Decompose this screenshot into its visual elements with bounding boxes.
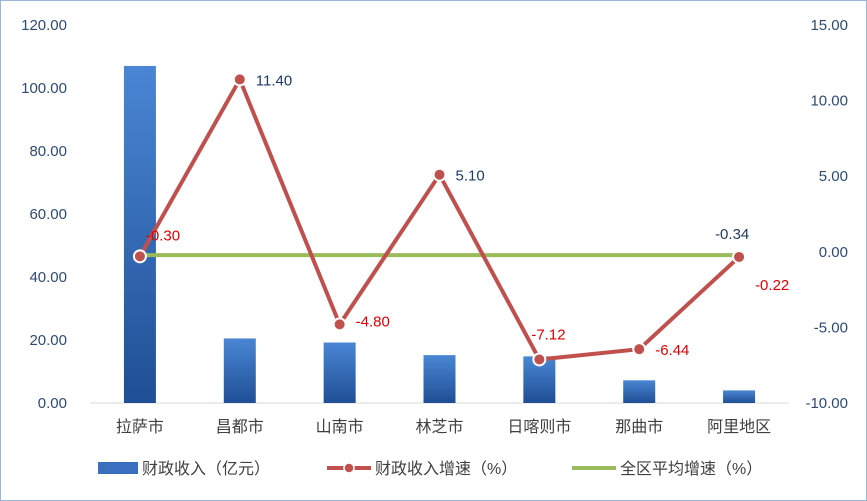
right-tick-label: 5.00 bbox=[819, 168, 848, 185]
growth-marker bbox=[732, 249, 747, 264]
right-axis: -10.00 -5.00 0.00 5.00 10.00 15.00 bbox=[805, 17, 848, 412]
category-label: 那曲市 bbox=[615, 418, 663, 436]
left-tick-label: 60.00 bbox=[29, 206, 67, 223]
right-tick-label: 10.00 bbox=[810, 93, 848, 110]
category-axis: 拉萨市 昌都市 山南市 林芝市 日喀则市 那曲市 阿里地区 bbox=[116, 418, 771, 436]
growth-marker bbox=[232, 72, 247, 87]
revenue-bar bbox=[623, 380, 656, 403]
data-labels: -0.30 11.40 -4.80 5.10 -7.12 -6.44 -0.34 -0.22 bbox=[146, 72, 789, 359]
growth-data-label: 5.10 bbox=[456, 168, 485, 185]
right-tick-label: -5.00 bbox=[814, 319, 848, 336]
category-label: 拉萨市 bbox=[116, 418, 164, 436]
revenue-bar bbox=[323, 342, 356, 403]
legend-bar-label: 财政收入（亿元） bbox=[142, 460, 270, 478]
legend-average-label: 全区平均增速（%） bbox=[620, 460, 762, 478]
left-tick-label: 20.00 bbox=[29, 332, 67, 349]
left-tick-label: 40.00 bbox=[29, 269, 67, 286]
left-tick-label: 100.00 bbox=[21, 80, 67, 97]
growth-data-label: -6.44 bbox=[655, 342, 689, 359]
right-tick-label: 15.00 bbox=[810, 17, 848, 34]
legend: 财政收入（亿元） 财政收入增速（%） 全区平均增速（%） bbox=[98, 460, 762, 478]
growth-data-label: -0.30 bbox=[146, 227, 180, 244]
growth-marker bbox=[432, 167, 447, 182]
revenue-bars bbox=[123, 65, 756, 403]
growth-marker bbox=[132, 249, 147, 264]
category-label: 阿里地区 bbox=[707, 418, 771, 436]
category-label: 山南市 bbox=[316, 418, 364, 436]
left-axis: 0.00 20.00 40.00 60.00 80.00 100.00 120.00 bbox=[21, 17, 67, 412]
legend-growth-label: 财政收入增速（%） bbox=[375, 460, 517, 478]
growth-data-label: 11.40 bbox=[256, 72, 292, 89]
growth-data-label: -4.80 bbox=[356, 313, 390, 330]
growth-data-label: -7.12 bbox=[531, 326, 565, 343]
left-tick-label: 80.00 bbox=[29, 143, 67, 160]
revenue-bar bbox=[423, 355, 456, 403]
average-growth-label: -0.22 bbox=[755, 277, 789, 294]
growth-marker bbox=[332, 317, 347, 332]
category-label: 日喀则市 bbox=[507, 418, 571, 436]
revenue-bar bbox=[223, 338, 256, 403]
legend-bar-swatch bbox=[98, 462, 138, 474]
legend-growth-marker bbox=[343, 462, 355, 474]
growth-marker bbox=[532, 352, 547, 367]
left-tick-label: 0.00 bbox=[38, 395, 67, 412]
left-tick-label: 120.00 bbox=[21, 17, 67, 34]
right-tick-label: -10.00 bbox=[805, 395, 848, 412]
growth-data-label: -0.34 bbox=[715, 226, 749, 243]
right-tick-label: 0.00 bbox=[819, 244, 848, 261]
growth-series bbox=[132, 72, 747, 367]
growth-line bbox=[138, 77, 741, 362]
growth-marker bbox=[632, 342, 647, 357]
category-label: 林芝市 bbox=[415, 418, 463, 436]
revenue-bar bbox=[723, 390, 756, 403]
category-label: 昌都市 bbox=[216, 418, 264, 436]
